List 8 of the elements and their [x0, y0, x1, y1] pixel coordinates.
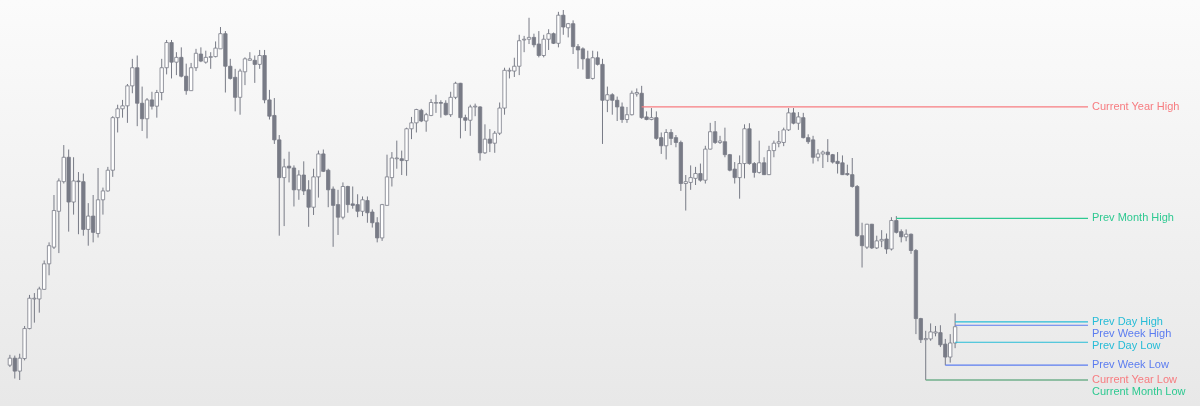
ref-line-label: Current Year High: [1092, 99, 1180, 112]
ref-line-label: Prev Day Low: [1092, 338, 1161, 351]
ref-line-label: Prev Day High: [1092, 314, 1163, 327]
ref-line-label: Prev Month High: [1092, 211, 1174, 224]
ref-line-label: Prev Week High: [1092, 326, 1172, 339]
ref-line-label: Current Year Low: [1092, 373, 1178, 385]
ref-line-label: Current Month Low: [1092, 385, 1186, 397]
ref-line-label: Prev Week Low: [1092, 358, 1169, 371]
